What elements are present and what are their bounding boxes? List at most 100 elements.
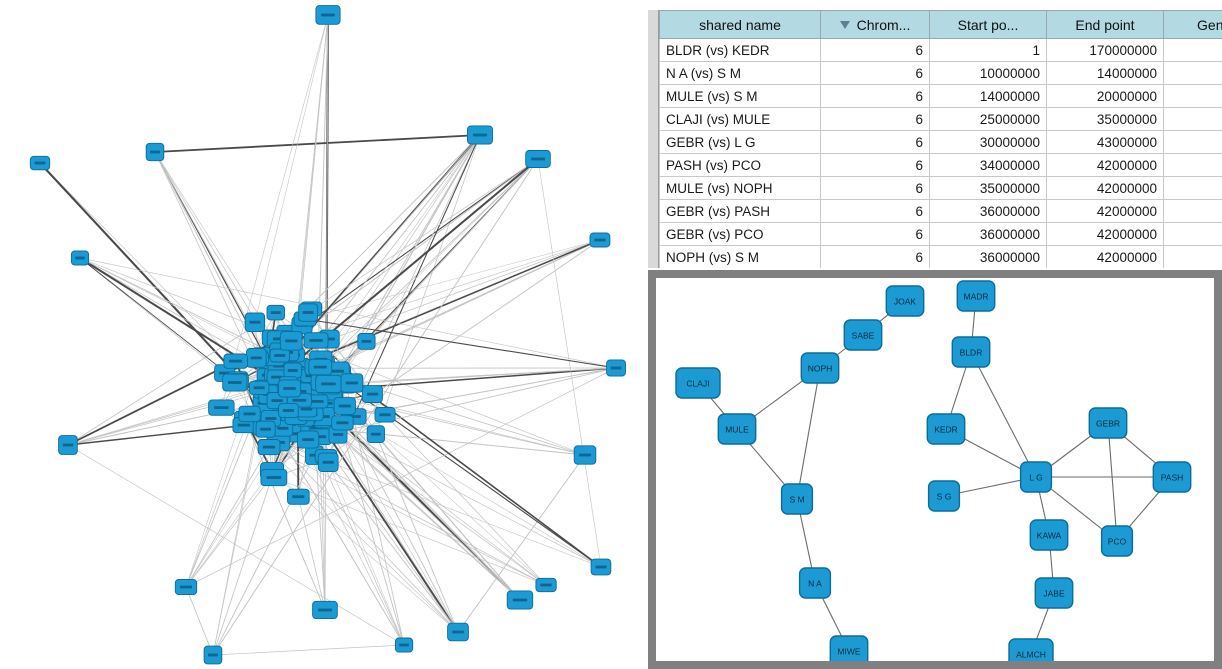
subnetwork-node-gebr[interactable]: GEBR bbox=[1088, 407, 1128, 439]
table-cell-end_point[interactable]: 42000000 bbox=[1046, 222, 1164, 246]
table-cell-end_point[interactable]: 42000000 bbox=[1046, 199, 1164, 223]
table-cell-chromosome[interactable]: 6 bbox=[820, 84, 930, 108]
table-cell-end_point[interactable]: 42000000 bbox=[1046, 176, 1164, 200]
subnetwork-node-kedr[interactable]: KEDR bbox=[926, 413, 966, 445]
table-cell-genetic[interactable]: 5.9 bbox=[1163, 107, 1222, 131]
overview-network-canvas[interactable] bbox=[0, 0, 648, 669]
table-cell-start_point[interactable]: 30000000 bbox=[929, 130, 1047, 154]
subnetwork-node-jabe[interactable]: JABE bbox=[1034, 577, 1074, 609]
overview-edge[interactable] bbox=[243, 424, 547, 586]
table-cell-shared_name[interactable]: MULE (vs) NOPH bbox=[659, 176, 821, 200]
subnetwork-edge[interactable] bbox=[796, 367, 821, 500]
overview-edge[interactable] bbox=[243, 424, 459, 633]
table-cell-chromosome[interactable]: 6 bbox=[820, 176, 930, 200]
table-row[interactable]: NOPH (vs) S M636000000420000009.9 bbox=[659, 245, 1222, 268]
table-cell-shared_name[interactable]: CLAJI (vs) MULE bbox=[659, 107, 821, 131]
table-row[interactable]: CLAJI (vs) MULE625000000350000005.9 bbox=[659, 107, 1222, 131]
table-cell-start_point[interactable]: 36000000 bbox=[929, 245, 1047, 268]
overview-edge[interactable] bbox=[279, 134, 481, 367]
overview-edge[interactable] bbox=[319, 367, 617, 438]
table-cell-genetic[interactable]: 9.9 bbox=[1163, 245, 1222, 268]
table-cell-genetic[interactable]: 11.4 bbox=[1163, 153, 1222, 177]
overview-edge[interactable] bbox=[311, 239, 601, 377]
table-cell-genetic[interactable]: 6.6 bbox=[1163, 61, 1222, 85]
column-header-end-point[interactable]: End point bbox=[1046, 10, 1164, 39]
overview-edge[interactable] bbox=[67, 387, 260, 446]
overview-edge[interactable] bbox=[320, 134, 481, 360]
overview-edge[interactable] bbox=[265, 428, 459, 633]
overview-edge[interactable] bbox=[268, 446, 547, 586]
overview-edge[interactable] bbox=[67, 444, 405, 646]
table-cell-end_point[interactable]: 43000000 bbox=[1046, 130, 1164, 154]
table-scroll-region[interactable]: shared name Chrom... Start po... bbox=[659, 10, 1222, 268]
table-row[interactable]: MULE (vs) S M614000000200000007.5 bbox=[659, 84, 1222, 108]
overview-edge[interactable] bbox=[339, 371, 602, 568]
column-header-chromosome[interactable]: Chrom... bbox=[820, 10, 930, 39]
overview-edge[interactable] bbox=[154, 151, 274, 339]
table-cell-chromosome[interactable]: 6 bbox=[820, 153, 930, 177]
table-cell-chromosome[interactable]: 6 bbox=[820, 61, 930, 85]
edge-attribute-table[interactable]: shared name Chrom... Start po... bbox=[648, 10, 1222, 268]
overview-edge[interactable] bbox=[154, 151, 278, 375]
overview-edge[interactable] bbox=[537, 158, 602, 568]
overview-edge[interactable] bbox=[307, 239, 601, 440]
subnetwork-node-kawa[interactable]: KAWA bbox=[1029, 519, 1069, 551]
overview-edge[interactable] bbox=[319, 392, 586, 456]
overview-edge[interactable] bbox=[316, 427, 586, 456]
table-cell-start_point[interactable]: 36000000 bbox=[929, 222, 1047, 246]
table-cell-start_point[interactable]: 25000000 bbox=[929, 107, 1047, 131]
table-cell-genetic[interactable]: 16.9 bbox=[1163, 130, 1222, 154]
overview-edge[interactable] bbox=[307, 158, 539, 313]
overview-edge[interactable] bbox=[325, 455, 405, 646]
table-cell-shared_name[interactable]: BLDR (vs) KEDR bbox=[659, 38, 821, 62]
table-cell-end_point[interactable]: 42000000 bbox=[1046, 153, 1164, 177]
table-cell-shared_name[interactable]: GEBR (vs) PCO bbox=[659, 222, 821, 246]
overview-edge[interactable] bbox=[298, 407, 602, 568]
overview-network-panel[interactable] bbox=[0, 0, 648, 669]
overview-edge[interactable] bbox=[185, 417, 318, 588]
overview-edge[interactable] bbox=[328, 367, 617, 385]
table-row[interactable]: BLDR (vs) KEDR61170000000192.0 bbox=[659, 38, 1222, 62]
subnetwork-node-sabe[interactable]: SABE bbox=[843, 319, 883, 351]
subnetwork-node-noph[interactable]: NOPH bbox=[800, 352, 840, 384]
overview-edge[interactable] bbox=[320, 134, 481, 372]
overview-edge[interactable] bbox=[353, 134, 481, 417]
subnetwork-node-l-g[interactable]: L G bbox=[1019, 461, 1053, 493]
subnetwork-node-s-m[interactable]: S M bbox=[780, 483, 814, 515]
subnetwork-node-pash[interactable]: PASH bbox=[1152, 461, 1192, 493]
subnetwork-node-claji[interactable]: CLAJI bbox=[675, 367, 721, 399]
table-cell-start_point[interactable]: 14000000 bbox=[929, 84, 1047, 108]
overview-edge[interactable] bbox=[212, 454, 315, 656]
subnetwork-node-madr[interactable]: MADR bbox=[956, 280, 996, 312]
subnetwork-node-almch[interactable]: ALMCH bbox=[1008, 638, 1054, 661]
overview-edge[interactable] bbox=[254, 14, 329, 323]
overview-edge[interactable] bbox=[271, 134, 481, 403]
subnetwork-node-mule[interactable]: MULE bbox=[717, 413, 757, 445]
table-cell-end_point[interactable]: 42000000 bbox=[1046, 245, 1164, 268]
overview-edge[interactable] bbox=[212, 644, 405, 656]
table-cell-start_point[interactable]: 1 bbox=[929, 38, 1047, 62]
overview-edge[interactable] bbox=[291, 239, 601, 342]
subnetwork-node-pco[interactable]: PCO bbox=[1100, 525, 1134, 557]
overview-edge[interactable] bbox=[185, 367, 617, 588]
overview-edge[interactable] bbox=[304, 318, 617, 369]
column-header-shared-name[interactable]: shared name bbox=[659, 10, 821, 39]
subnetwork-node-n-a[interactable]: N A bbox=[798, 567, 832, 599]
table-cell-start_point[interactable]: 34000000 bbox=[929, 153, 1047, 177]
overview-edge[interactable] bbox=[185, 446, 270, 588]
overview-edge[interactable] bbox=[304, 239, 601, 320]
table-cell-chromosome[interactable]: 6 bbox=[820, 38, 930, 62]
column-header-genetic[interactable]: Genetic... bbox=[1163, 10, 1222, 39]
table-row[interactable]: MULE (vs) NOPH6350000004200000010.5 bbox=[659, 176, 1222, 200]
table-cell-shared_name[interactable]: NOPH (vs) S M bbox=[659, 245, 821, 268]
table-cell-chromosome[interactable]: 6 bbox=[820, 107, 930, 131]
overview-edge[interactable] bbox=[308, 405, 459, 633]
subnetwork-node-bldr[interactable]: BLDR bbox=[951, 336, 991, 368]
table-cell-genetic[interactable]: 7.5 bbox=[1163, 84, 1222, 108]
overview-edge[interactable] bbox=[457, 454, 586, 633]
table-cell-start_point[interactable]: 35000000 bbox=[929, 176, 1047, 200]
table-cell-genetic[interactable]: 10.5 bbox=[1163, 176, 1222, 200]
table-row[interactable]: GEBR (vs) L G6300000004300000016.9 bbox=[659, 130, 1222, 154]
subnetwork-edge[interactable] bbox=[970, 351, 1037, 478]
table-cell-end_point[interactable]: 14000000 bbox=[1046, 61, 1164, 85]
